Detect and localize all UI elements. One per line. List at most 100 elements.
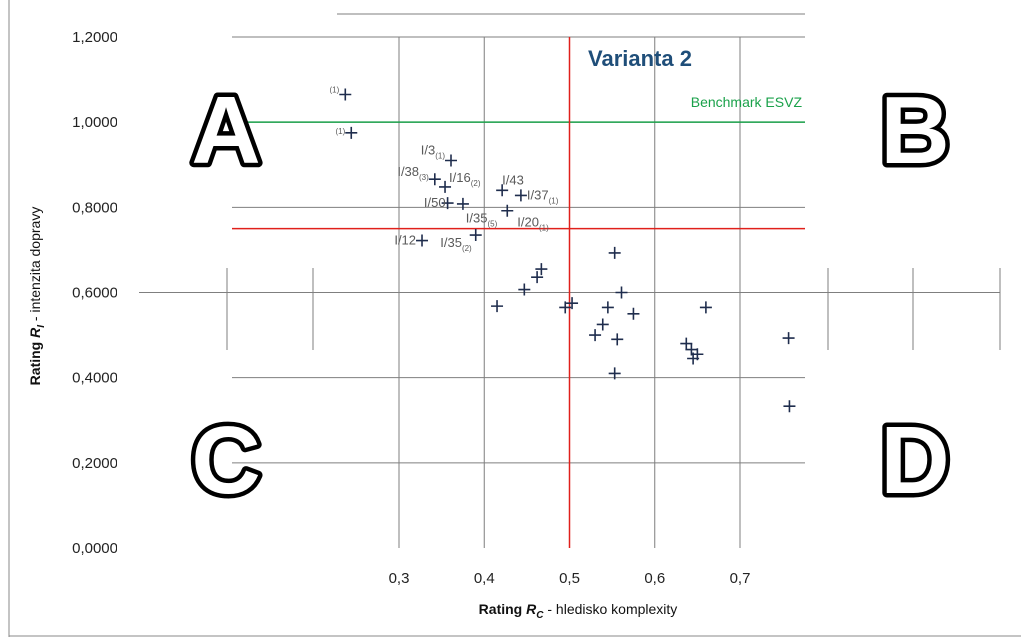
- data-point-marker: [615, 286, 628, 299]
- point-label: I/50: [424, 195, 446, 210]
- point-labels: (1)(1)I/3(1)I/38(3) I/16(2) I/43I/37(1)I/5…: [330, 85, 559, 253]
- data-point-marker: [783, 400, 796, 413]
- data-point-marker: [687, 352, 700, 365]
- point-label-sub: (5): [487, 220, 497, 229]
- data-point-marker: [699, 301, 712, 314]
- gridlines: [136, 13, 1001, 548]
- point-label-name: I/35: [466, 211, 488, 226]
- y-tick-label: 0,6000: [72, 285, 118, 302]
- point-label-name: I/3: [421, 142, 435, 157]
- point-label: I/37(1): [527, 187, 559, 205]
- quadrant-labels: A B C D: [187, 73, 954, 519]
- data-markers: [339, 88, 796, 413]
- y-tick-label: 0,0000: [72, 540, 118, 557]
- data-point-marker: [491, 300, 504, 313]
- point-label: (1): [335, 127, 345, 136]
- y-axis-label-main: Rating: [27, 338, 43, 385]
- data-point-marker: [518, 283, 531, 296]
- data-point-marker: [535, 263, 548, 276]
- data-point-marker: [501, 204, 514, 217]
- data-point-marker: [345, 126, 358, 139]
- point-label: I/43: [502, 172, 524, 187]
- data-point-marker: [339, 88, 352, 101]
- data-point-marker: [445, 154, 458, 167]
- axis-ticks: 0,3 0,4 0,5 0,6 0,7 0,0000 0,2000 0,4000 0,6000 0…: [72, 20, 750, 587]
- point-label-sub: (1): [330, 85, 340, 94]
- data-point-marker: [531, 271, 544, 284]
- x-axis-label-rest: - hledisko komplexity: [543, 601, 677, 617]
- point-label: I/16(2): [449, 170, 481, 188]
- point-label-name: I/20: [517, 215, 539, 230]
- y-tick-label: 0,4000: [72, 370, 118, 387]
- x-axis-label-var: R: [526, 601, 537, 617]
- x-tick-label: 0,3: [389, 570, 410, 587]
- data-point-marker: [627, 307, 640, 320]
- data-point-marker: [496, 184, 509, 197]
- point-label-name: I/43: [502, 172, 524, 187]
- chart-title: Varianta 2: [588, 46, 692, 71]
- quadrant-label-b: B: [880, 77, 949, 184]
- point-label: I/3(1): [421, 142, 446, 160]
- data-point-marker: [428, 173, 441, 186]
- point-label-name: I/12: [394, 233, 416, 248]
- data-point-marker: [611, 333, 624, 346]
- point-label-sub: (1): [549, 196, 559, 205]
- y-axis-label-rest: - intenzita dopravy: [27, 207, 43, 325]
- x-tick-label: 0,7: [730, 570, 751, 587]
- data-point-marker: [608, 367, 621, 380]
- point-label-sub: (1): [335, 127, 345, 136]
- point-label: I/12: [394, 233, 416, 248]
- x-tick-label: 0,6: [644, 570, 665, 587]
- y-axis-label-sub: I: [36, 325, 47, 328]
- point-label-name: I/38: [397, 164, 419, 179]
- data-point-marker: [456, 197, 469, 210]
- point-label-name: I/16: [449, 170, 471, 185]
- y-tick-label: 1,2000: [72, 29, 118, 46]
- data-point-marker: [608, 246, 621, 259]
- x-axis-label-sub: C: [536, 610, 544, 621]
- x-tick-label: 0,4: [474, 570, 495, 587]
- chart-frame: [8, 0, 1021, 637]
- quadrant-label-a: A: [191, 77, 260, 184]
- data-point-marker: [439, 180, 452, 193]
- point-label: I/35(5): [466, 211, 498, 229]
- point-label-name: I/50: [424, 195, 446, 210]
- data-point-marker: [589, 329, 602, 342]
- x-axis-label: Rating RC - hledisko komplexity: [479, 601, 678, 621]
- point-label-sub: (2): [471, 179, 481, 188]
- point-label-sub: (3): [419, 173, 429, 182]
- point-label-name: I/37: [527, 187, 549, 202]
- point-label-sub: (2): [462, 244, 472, 253]
- point-label: I/38(3): [397, 164, 429, 182]
- reference-lines: [232, 37, 805, 548]
- data-point-marker: [514, 189, 527, 202]
- point-label-sub: (1): [539, 224, 549, 233]
- data-point-marker: [782, 332, 795, 345]
- x-tick-label: 0,5: [559, 570, 580, 587]
- y-tick-label: 1,0000: [72, 114, 118, 131]
- y-axis-label-group: Rating RI - intenzita dopravy: [27, 207, 47, 386]
- point-label: (1): [330, 85, 340, 94]
- point-label-sub: (1): [435, 151, 445, 160]
- y-tick-label: 0,2000: [72, 455, 118, 472]
- quadrant-label-c: C: [191, 407, 260, 514]
- data-point-marker: [680, 337, 693, 350]
- data-point-marker: [469, 229, 482, 242]
- data-point-marker: [596, 318, 609, 331]
- quadrant-label-d: D: [880, 407, 949, 514]
- tick-mask: [117, 20, 139, 565]
- y-axis-label-var: R: [27, 327, 43, 338]
- data-point-marker: [601, 301, 614, 314]
- y-tick-label: 0,8000: [72, 199, 118, 216]
- data-point-marker: [441, 197, 454, 210]
- y-axis-label: Rating RI - intenzita dopravy: [27, 207, 47, 386]
- point-label: I/20(1): [517, 215, 549, 233]
- data-point-marker: [416, 234, 429, 247]
- benchmark-label: Benchmark ESVZ: [691, 94, 803, 110]
- point-label-name: I/35: [440, 235, 462, 250]
- data-point-marker: [559, 301, 572, 314]
- x-axis-label-main: Rating: [479, 601, 526, 617]
- point-label: I/35(2): [440, 235, 472, 253]
- data-point-marker: [566, 297, 579, 310]
